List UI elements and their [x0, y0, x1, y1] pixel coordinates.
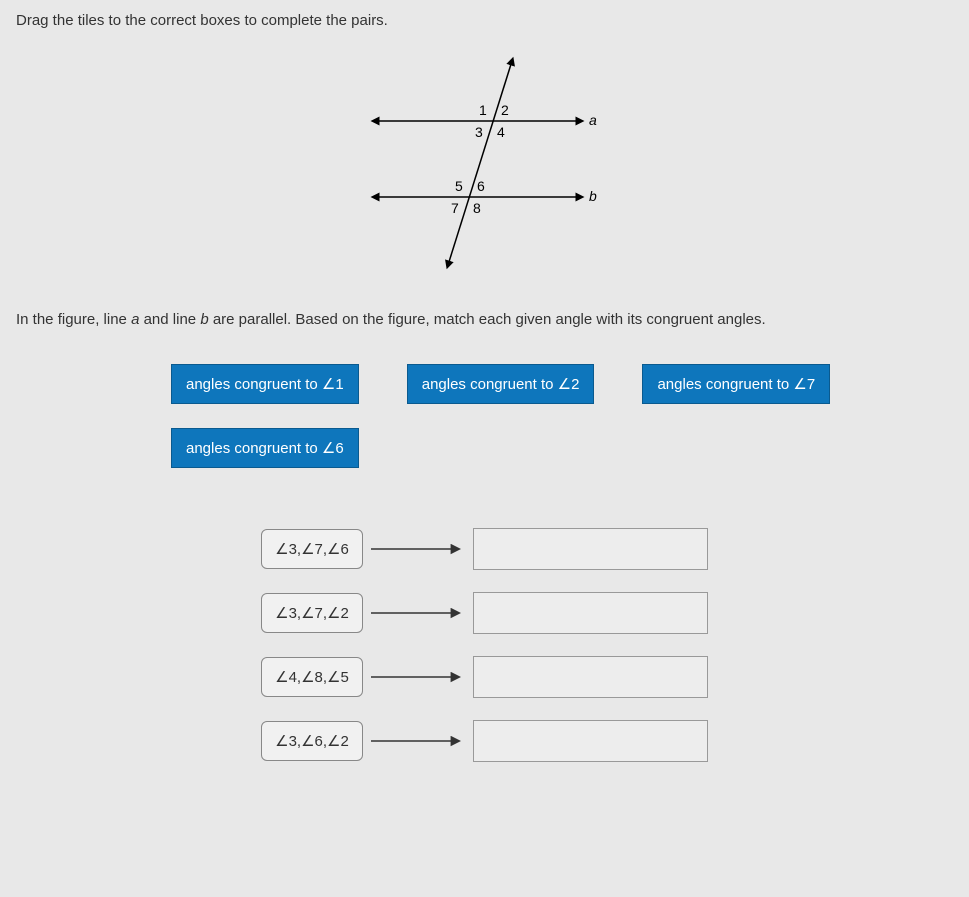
svg-text:1: 1	[479, 102, 487, 118]
instruction-text: Drag the tiles to the correct boxes to c…	[16, 12, 953, 29]
dropzone[interactable]	[473, 656, 708, 698]
line-a-label: a	[589, 112, 597, 128]
pairs-area: ∠3,∠7,∠6 ∠3,∠7,∠2 ∠4,∠8,∠5 ∠3,∠6,∠2	[16, 528, 953, 762]
dropzone[interactable]	[473, 528, 708, 570]
svg-text:4: 4	[497, 124, 505, 140]
svg-text:8: 8	[473, 200, 481, 216]
tile-congruent-1[interactable]: angles congruent to ∠1	[171, 364, 359, 404]
svg-text:5: 5	[455, 178, 463, 194]
diagram-container: a b 1 2 3 4 5 6 7 8	[16, 53, 953, 283]
arrow-icon	[363, 537, 473, 561]
tile-row-2: angles congruent to ∠6	[171, 428, 953, 468]
pair-row: ∠3,∠7,∠6	[261, 528, 708, 570]
arrow-icon	[363, 729, 473, 753]
given-angles-box: ∠3,∠7,∠6	[261, 529, 363, 569]
tiles-area: angles congruent to ∠1 angles congruent …	[16, 364, 953, 468]
q-prefix: In the figure, line	[16, 311, 131, 328]
tile-congruent-7[interactable]: angles congruent to ∠7	[642, 364, 830, 404]
given-angles-box: ∠3,∠6,∠2	[261, 721, 363, 761]
tile-congruent-6[interactable]: angles congruent to ∠6	[171, 428, 359, 468]
q-suffix: are parallel. Based on the figure, match…	[209, 311, 766, 328]
line-b-label: b	[589, 188, 597, 204]
arrow-icon	[363, 601, 473, 625]
tile-row-1: angles congruent to ∠1 angles congruent …	[171, 364, 953, 404]
q-mid: and line	[139, 311, 200, 328]
q-var-b: b	[200, 311, 208, 328]
pair-row: ∠3,∠6,∠2	[261, 720, 708, 762]
given-angles-box: ∠3,∠7,∠2	[261, 593, 363, 633]
question-text: In the figure, line a and line b are par…	[16, 311, 953, 328]
dropzone[interactable]	[473, 592, 708, 634]
arrow-icon	[363, 665, 473, 689]
pair-row: ∠4,∠8,∠5	[261, 656, 708, 698]
svg-text:7: 7	[451, 200, 459, 216]
dropzone[interactable]	[473, 720, 708, 762]
given-angles-box: ∠4,∠8,∠5	[261, 657, 363, 697]
svg-text:6: 6	[477, 178, 485, 194]
tile-congruent-2[interactable]: angles congruent to ∠2	[407, 364, 595, 404]
parallel-lines-diagram: a b 1 2 3 4 5 6 7 8	[345, 53, 625, 283]
svg-text:3: 3	[475, 124, 483, 140]
svg-text:2: 2	[501, 102, 509, 118]
pair-row: ∠3,∠7,∠2	[261, 592, 708, 634]
